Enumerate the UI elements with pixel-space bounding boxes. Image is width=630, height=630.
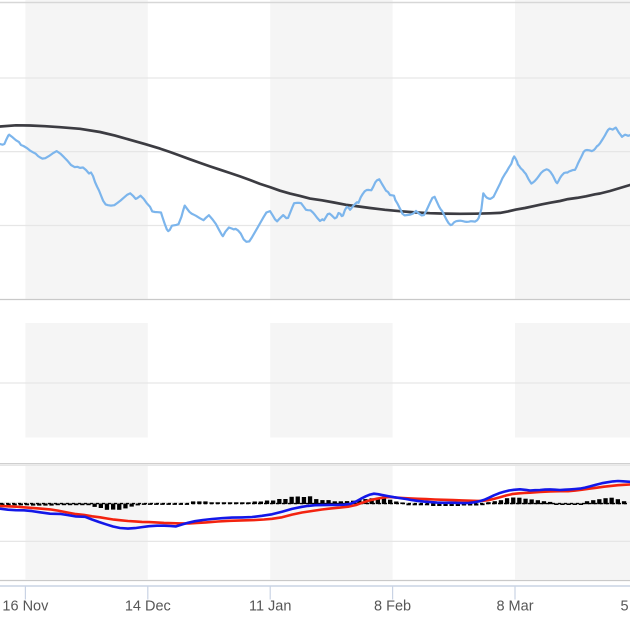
svg-text:11 Jan: 11 Jan <box>249 599 291 615</box>
svg-text:8 Feb: 8 Feb <box>374 599 411 615</box>
svg-text:16 Nov: 16 Nov <box>2 599 49 615</box>
svg-text:8 Mar: 8 Mar <box>496 599 533 615</box>
svg-text:14 Dec: 14 Dec <box>125 599 171 615</box>
svg-text:5 Apr: 5 Apr <box>620 599 630 615</box>
